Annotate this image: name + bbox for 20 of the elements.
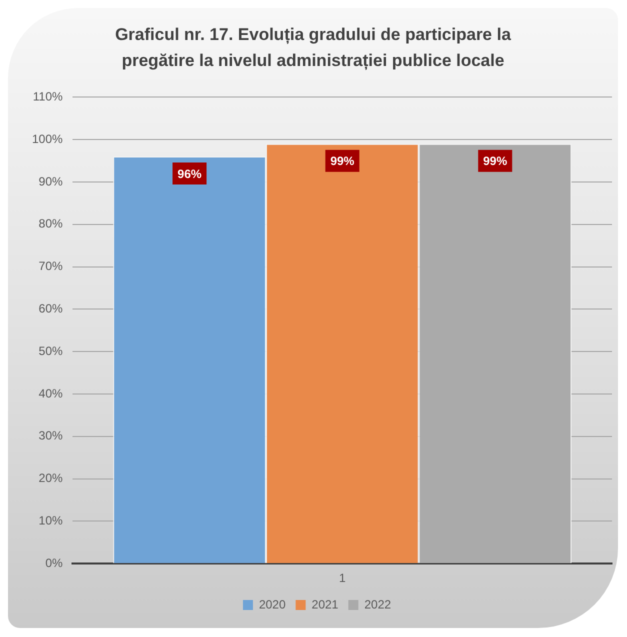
y-tick-label: 40% xyxy=(38,386,64,400)
legend-label: 2022 xyxy=(364,597,392,612)
y-tick-label: 30% xyxy=(38,428,64,443)
y-tick-label: 0% xyxy=(45,556,64,570)
x-tick-label: 1 xyxy=(339,571,346,586)
legend-label: 2020 xyxy=(258,597,286,612)
y-tick-label: 90% xyxy=(38,174,64,188)
data-label: 99% xyxy=(483,154,508,168)
y-tick-label: 20% xyxy=(38,471,64,486)
y-tick-label: 100% xyxy=(32,132,64,146)
y-tick-label: 60% xyxy=(38,302,64,316)
y-tick-label: 70% xyxy=(38,259,64,274)
y-tick-label: 80% xyxy=(38,216,64,231)
chart-title: Graficul nr. 17. Evoluția gradului de participare la pregătire la nivelul administrației publice locale xyxy=(114,24,512,72)
data-label: 99% xyxy=(330,154,355,168)
data-label: 96% xyxy=(178,166,202,181)
y-tick-label: 110% xyxy=(32,90,64,104)
legend-label: 2021 xyxy=(312,597,339,612)
y-tick-label: 50% xyxy=(38,344,64,358)
y-tick-label: 10% xyxy=(38,514,64,528)
